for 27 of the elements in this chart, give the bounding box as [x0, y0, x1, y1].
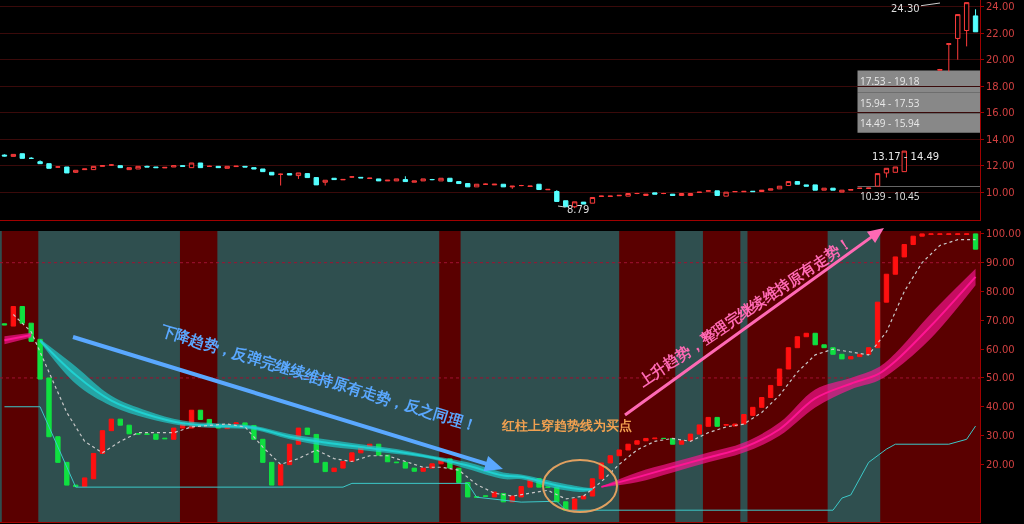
- band-label: 17.53 - 19.18: [860, 74, 920, 88]
- annotation: 上升趋势，整理完继续维持原有走势！: [633, 232, 857, 392]
- y-tick-label: 20.00: [986, 54, 1015, 66]
- annotation: 8.79: [567, 204, 590, 215]
- band-label: 10.39 - 10.45: [860, 189, 920, 203]
- band-label: 14.49 - 15.94: [860, 116, 920, 130]
- annotation: 红柱上穿趋势线为买点: [501, 418, 632, 433]
- y-tick-label: 16.00: [986, 107, 1015, 119]
- y-tick-label: 30.00: [986, 430, 1015, 442]
- y-tick-label: 90.00: [986, 257, 1015, 269]
- y-tick-label: 18.00: [986, 80, 1015, 92]
- y-tick-label: 60.00: [986, 343, 1015, 355]
- annotation: 下降趋势，反弹完继续维持原有走势，反之同理！: [157, 321, 480, 436]
- annotation: 13.17 - 14.49: [872, 151, 940, 162]
- band-label: 15.94 - 17.53: [860, 96, 920, 110]
- y-tick-label: 10.00: [986, 186, 1015, 198]
- y-tick-label: 14.00: [986, 133, 1015, 145]
- y-tick-label: 70.00: [986, 314, 1015, 326]
- annotation: 24.30: [891, 3, 920, 14]
- y-tick-label: 24.00: [986, 1, 1015, 13]
- y-tick-label: 20.00: [986, 458, 1015, 470]
- y-tick-label: 22.00: [986, 27, 1015, 39]
- y-tick-label: 50.00: [986, 372, 1015, 384]
- y-tick-label: 40.00: [986, 401, 1015, 413]
- y-tick-label: 80.00: [986, 286, 1015, 297]
- y-tick-label: 12.00: [986, 160, 1015, 172]
- y-tick-label: 100.00: [986, 228, 1021, 240]
